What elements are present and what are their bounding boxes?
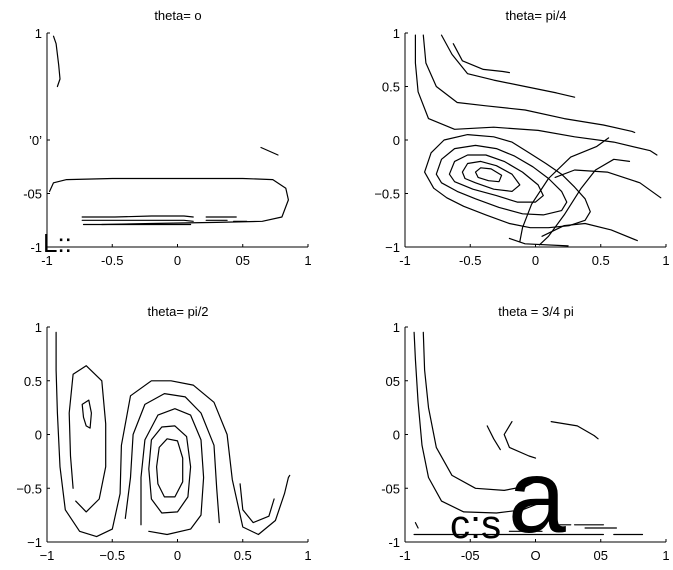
contour-line [538,158,631,246]
y-tick-label: 1 [393,26,400,41]
y-tick-label: 1 [35,26,42,41]
contour-line [440,34,576,98]
x-tick-label: 0 [174,253,181,268]
x-tick-label: 1 [304,548,311,563]
y-tick-label: -1 [388,535,400,550]
tick-labels: −1 −0.5 0 0.5 1 1 0.5 0 −0.5 −1 [16,320,311,563]
contour-lines [413,331,644,536]
scan-artifact-small-glyphs: c:s [450,503,501,547]
contour-line [550,421,599,440]
x-tick-label: -1 [41,253,53,268]
tick-labels: -1 -05 O 05 1 1 05 0 -05 -1 [381,320,669,563]
scan-artifact-glyph: L:: [43,228,72,258]
contour-line [81,219,194,222]
contour-line [68,365,107,513]
y-tick-label: -05 [381,481,400,496]
contour-line [156,438,184,498]
panel-title: theta= pi/4 [505,8,566,23]
contour-line [422,331,541,491]
contour-lines [55,331,291,538]
x-tick-label: 0 [532,253,539,268]
contour-line [474,167,503,183]
y-tick-label: -05 [23,187,42,202]
axes [46,33,308,248]
panel-theta-0: theta= o -1 -0.5 0 05 11’0’-05-1 L:: [23,8,311,268]
x-tick-label: 0 [174,548,181,563]
contour-line [414,34,658,156]
x-tick-label: 1 [662,548,669,563]
contour-lines [414,34,662,247]
tick-labels: -1 -0.5 0 05 1 1 ’0’ -05 -1 [23,26,311,268]
y-tick-label: 0 [393,133,400,148]
y-tick-label: 0.5 [24,374,42,389]
panel-theta-pi-4: theta= pi/4 -1 -0.5 0 0.5 1 1 0.5 0 −0.5 −1 [374,8,669,268]
scan-artifact-large-glyph: a [508,439,566,555]
contour-line [52,35,61,88]
axes [46,327,308,543]
contour-line [541,222,638,242]
x-tick-label: -1 [399,253,411,268]
x-tick-label: 1 [662,253,669,268]
x-tick-label: 0.5 [234,548,252,563]
contour-line [81,399,93,429]
x-tick-label: -0.5 [459,253,481,268]
y-tick-label: −1 [385,240,400,255]
contour-line [486,425,501,451]
y-tick-label: ’0’ [29,133,42,148]
contour-line [452,43,510,74]
contour-line [413,331,543,514]
contour-line [435,144,568,216]
contour-line [448,154,544,203]
contour-line [508,237,569,247]
y-tick-label: 0 [393,428,400,443]
x-tick-label: O [530,548,540,563]
contour-line [422,34,636,134]
x-tick-label: 1 [304,253,311,268]
panel-theta-3-4-pi: theta = 3/4 pi -1 -05 O 05 1 1 05 0 -05 -1 c:s a [381,304,669,563]
contour-line [461,160,521,192]
contour-line [55,331,291,538]
y-tick-label: 0 [35,428,42,443]
x-tick-label: 0.5 [592,253,610,268]
x-tick-label: -05 [461,548,480,563]
panel-title: theta= o [154,8,201,23]
contour-line [503,421,537,459]
contour-line [260,146,279,156]
y-tick-label: −0.5 [374,187,400,202]
x-tick-label: 05 [236,253,250,268]
contour-line [239,483,275,524]
panel-theta-pi-2: theta= pi/2 −1 −0.5 0 0.5 1 1 0.5 0 −0.5 −1 [16,304,311,563]
contour-lines [48,35,289,226]
tick-labels: -1 -0.5 0 0.5 1 1 0.5 0 −0.5 −1 [374,26,669,268]
contour-line [424,134,591,229]
y-tick-label: -1 [30,240,42,255]
y-tick-label: −0.5 [16,481,42,496]
x-tick-label: −1 [40,548,55,563]
contour-line [148,425,192,514]
x-tick-label: −0.5 [99,548,125,563]
y-tick-label: 1 [393,320,400,335]
contour-line [554,169,662,199]
y-tick-label: −1 [27,535,42,550]
panel-title: theta= pi/2 [147,304,208,319]
x-tick-label: -1 [399,548,411,563]
contour-line [48,177,289,226]
contour-line [414,521,419,529]
contour-line [81,215,194,218]
panel-title: theta = 3/4 pi [498,304,574,319]
contour-line [519,137,610,243]
y-tick-label: 0.5 [382,80,400,95]
x-tick-label: 05 [594,548,608,563]
y-tick-label: 1 [35,320,42,335]
x-tick-label: -0.5 [101,253,123,268]
contour-line [140,408,205,536]
contour-line [124,393,220,524]
y-tick-label: 05 [386,374,400,389]
